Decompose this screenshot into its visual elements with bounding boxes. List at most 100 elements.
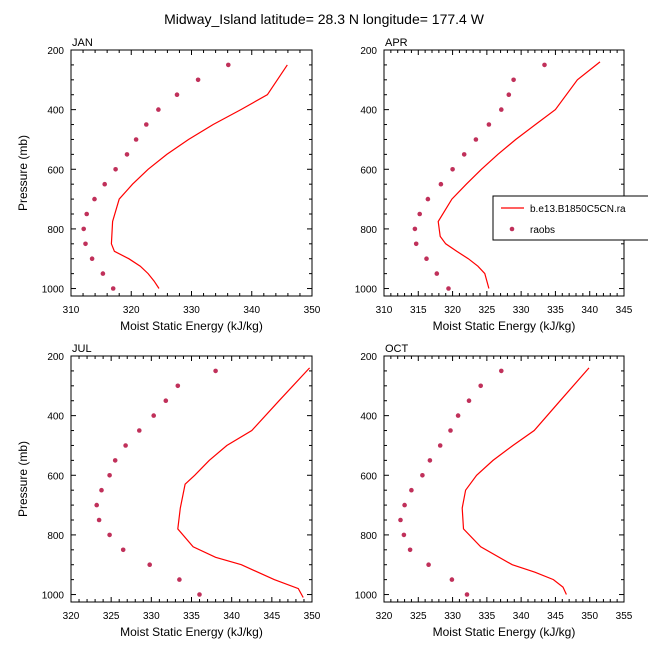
y-tick-label: 200 bbox=[47, 352, 64, 363]
raobs-point bbox=[213, 368, 218, 374]
raobs-point bbox=[123, 443, 128, 448]
y-tick-label: 400 bbox=[360, 412, 377, 423]
y-tick-label: 600 bbox=[360, 471, 377, 482]
x-tick-label: 330 bbox=[444, 611, 461, 622]
x-tick-label: 320 bbox=[63, 611, 80, 622]
x-axis-title: Moist Static Energy (kJ/kg) bbox=[120, 319, 263, 333]
raobs-point bbox=[417, 211, 423, 217]
raobs-point bbox=[174, 92, 180, 97]
model-series-line bbox=[437, 61, 601, 289]
raobs-point bbox=[402, 502, 407, 508]
raobs-point bbox=[84, 211, 89, 217]
raobs-point bbox=[478, 383, 484, 389]
raobs-point bbox=[398, 517, 403, 523]
raobs-point bbox=[195, 77, 201, 83]
raobs-point bbox=[448, 428, 453, 433]
raobs-point bbox=[137, 428, 142, 433]
y-axis-title: Pressure (mb) bbox=[16, 441, 30, 517]
raobs-point bbox=[110, 286, 116, 291]
plot-frame bbox=[70, 49, 313, 297]
raobs-point bbox=[81, 226, 86, 232]
legend-marker-swatch bbox=[509, 226, 515, 232]
raobs-point bbox=[499, 368, 504, 374]
raobs-point bbox=[156, 107, 161, 112]
raobs-point bbox=[92, 196, 97, 202]
raobs-point bbox=[413, 241, 419, 247]
raobs-point bbox=[83, 241, 88, 247]
panel-oct: 320 325 330 335 340 345 350 355 200 400 600 800 1000… bbox=[355, 343, 633, 639]
x-tick-label: 350 bbox=[581, 611, 598, 622]
raobs-point bbox=[177, 577, 182, 582]
model-series-line bbox=[110, 64, 288, 289]
panel-jul: 320 325 330 335 340 345 350 200 400 600 800 1000 JUL… bbox=[16, 343, 321, 639]
x-tick-label: 335 bbox=[547, 305, 564, 316]
raobs-point bbox=[434, 271, 440, 276]
x-axis-title: Moist Static Energy (kJ/kg) bbox=[120, 625, 263, 639]
panel-apr: 310 315 320 325 330 335 340 345 200 400 600 800 1000… bbox=[355, 37, 633, 333]
panel-jan: 310 320 330 340 350 200 400 600 800 1000 JAN Moist … bbox=[16, 37, 321, 333]
y-tick-label: 800 bbox=[360, 531, 377, 542]
y-tick-label: 600 bbox=[47, 165, 64, 176]
x-tick-label: 325 bbox=[479, 305, 496, 316]
raobs-point bbox=[100, 271, 106, 276]
y-tick-label: 600 bbox=[47, 471, 64, 482]
x-tick-label: 325 bbox=[410, 611, 427, 622]
raobs-point bbox=[151, 413, 156, 418]
raobs-point bbox=[401, 532, 407, 538]
raobs-point bbox=[407, 547, 413, 553]
y-tick-label: 800 bbox=[47, 225, 64, 236]
raobs-point bbox=[473, 137, 479, 142]
y-tick-label: 400 bbox=[360, 106, 377, 117]
raobs-point bbox=[455, 413, 461, 418]
x-tick-label: 320 bbox=[444, 305, 461, 316]
y-tick-label: 200 bbox=[47, 46, 64, 57]
x-tick-label: 345 bbox=[616, 305, 633, 316]
raobs-point bbox=[427, 458, 433, 463]
raobs-point bbox=[466, 398, 472, 404]
x-tick-label: 310 bbox=[63, 305, 80, 316]
x-tick-label: 330 bbox=[183, 305, 200, 316]
y-tick-label: 800 bbox=[47, 531, 64, 542]
raobs-point bbox=[107, 532, 112, 538]
x-tick-label: 315 bbox=[410, 305, 427, 316]
y-tick-label: 200 bbox=[360, 352, 377, 363]
x-tick-label: 310 bbox=[376, 305, 393, 316]
raobs-point bbox=[426, 562, 431, 567]
raobs-point bbox=[486, 122, 492, 127]
y-tick-label: 200 bbox=[360, 46, 377, 57]
raobs-point bbox=[449, 577, 455, 582]
raobs-point bbox=[412, 226, 418, 232]
raobs-point bbox=[113, 167, 118, 172]
x-tick-label: 350 bbox=[304, 611, 321, 622]
raobs-point bbox=[446, 286, 451, 291]
model-series-line bbox=[177, 367, 311, 598]
x-tick-label: 350 bbox=[304, 305, 321, 316]
panels: 310 320 330 340 350 200 400 600 800 1000 JAN Moist … bbox=[16, 37, 633, 639]
chart-title: Midway_Island latitude= 28.3 N longitude… bbox=[164, 11, 485, 27]
y-axis-title: Pressure (mb) bbox=[16, 135, 30, 211]
x-tick-label: 355 bbox=[616, 611, 633, 622]
raobs-point bbox=[144, 122, 149, 127]
x-tick-label: 320 bbox=[123, 305, 140, 316]
raobs-point bbox=[102, 181, 107, 187]
y-tick-label: 1000 bbox=[355, 591, 378, 602]
y-tick-label: 1000 bbox=[42, 285, 65, 296]
panel-label: OCT bbox=[385, 343, 409, 355]
raobs-point bbox=[409, 487, 414, 493]
y-tick-label: 400 bbox=[47, 106, 64, 117]
plot-frame bbox=[383, 49, 625, 297]
raobs-point bbox=[464, 592, 470, 597]
x-axis-title: Moist Static Energy (kJ/kg) bbox=[433, 319, 576, 333]
raobs-point bbox=[89, 256, 95, 262]
x-tick-label: 345 bbox=[547, 611, 564, 622]
raobs-point bbox=[124, 152, 130, 157]
x-tick-label: 330 bbox=[513, 305, 530, 316]
raobs-point bbox=[112, 458, 118, 463]
legend-label-model: b.e13.B1850C5CN.ra bbox=[530, 204, 626, 215]
raobs-point bbox=[438, 181, 444, 187]
raobs-point bbox=[499, 107, 504, 112]
y-tick-label: 600 bbox=[360, 165, 377, 176]
y-tick-label: 1000 bbox=[42, 591, 65, 602]
x-tick-label: 345 bbox=[263, 611, 280, 622]
raobs-point bbox=[133, 137, 139, 142]
